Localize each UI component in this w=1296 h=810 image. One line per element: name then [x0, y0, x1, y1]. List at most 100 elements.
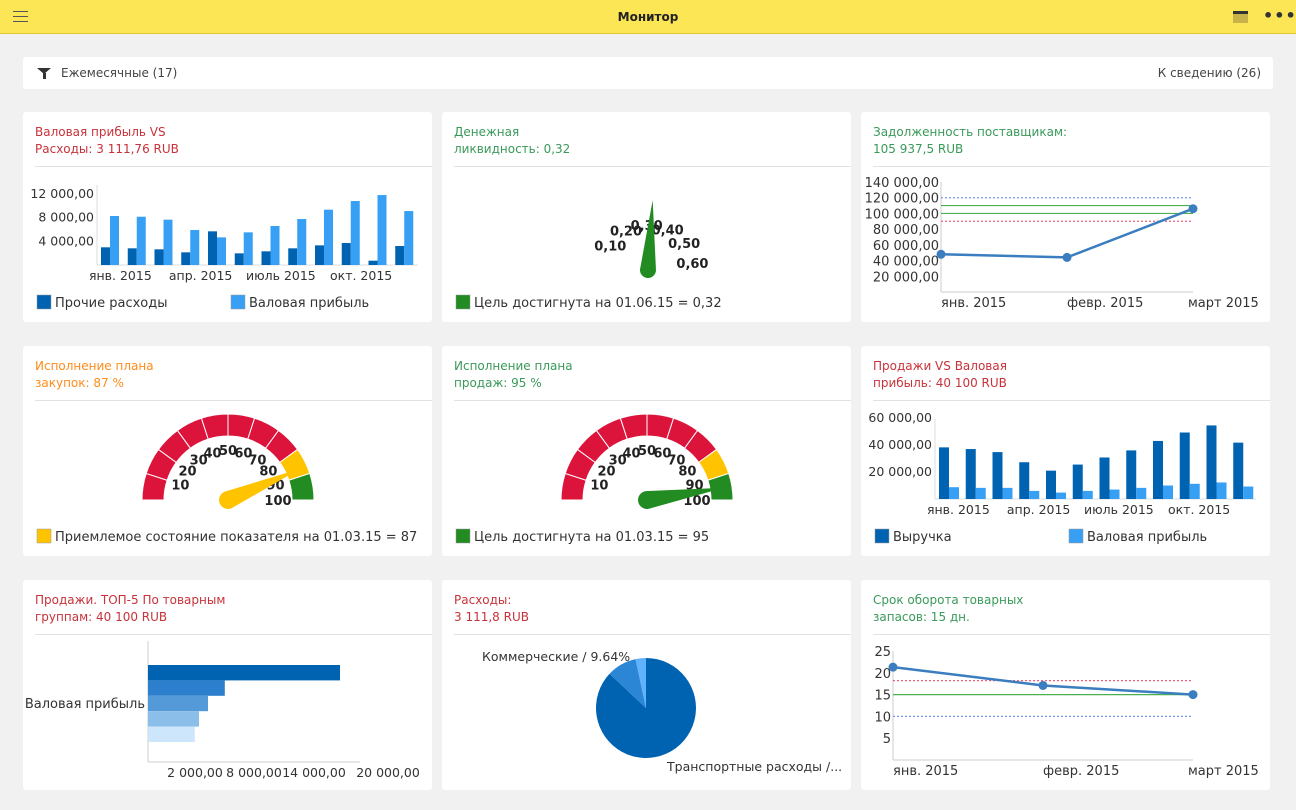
gauge-needle — [638, 487, 725, 509]
chart-6: 20 000,00 40 000,00 60 000,00 янв. 2015 апр.… — [868, 410, 1256, 545]
bar-light — [324, 209, 333, 265]
category-label: Валовая прибыль — [25, 697, 145, 712]
card-title-line2: ликвидность: 0,32 — [454, 142, 571, 156]
dashboard-card-9[interactable]: Срок оборота товарных запасов: 15 дн. 5 10 1… — [861, 580, 1270, 790]
bar-light — [1243, 486, 1254, 499]
gauge-legend-swatch — [455, 528, 471, 544]
card-title-line1: Срок оборота товарных — [873, 593, 1024, 607]
y-tick-label: 140 000,00 — [865, 176, 939, 191]
y-tick-label: 10 — [874, 710, 891, 725]
bar-light — [270, 226, 280, 265]
filter-bar: Ежемесячные (17) К сведению (26) — [23, 57, 1273, 89]
dashboard-card-1[interactable]: Валовая прибыль VS Расходы: 3 111,76 RUB 4… — [23, 112, 432, 322]
y-tick-label: 12 000,00 — [30, 186, 94, 201]
y-tick-label: 60 000,00 — [868, 410, 932, 425]
app-title: Монитор — [617, 10, 679, 24]
gauge-tick-label: 0,40 — [652, 224, 684, 239]
gauge-tick-label: 10 — [590, 479, 608, 494]
bar-dark — [208, 231, 217, 265]
dashboard-card-5[interactable]: Исполнение плана продаж: 95 % 10 20 30 40 50 60… — [442, 346, 851, 556]
bar-dark — [1179, 432, 1190, 499]
gauge-legend: Цель достигнута на 01.03.15 = 95 — [474, 530, 709, 545]
dashboard-card-7[interactable]: Продажи. ТОП-5 По товарным группам: 40 10… — [23, 580, 432, 790]
bar-light — [297, 219, 307, 265]
more-options-icon[interactable]: ••• — [1263, 6, 1296, 25]
bar-light — [404, 211, 414, 265]
legend-series-2-swatch — [230, 294, 246, 310]
bar-dark — [965, 449, 976, 499]
bar-light — [1189, 483, 1200, 499]
bar-light — [1002, 487, 1013, 499]
bar-dark — [1126, 450, 1137, 499]
filter-info[interactable]: К сведению (26) — [1157, 66, 1261, 80]
card-title: Расходы: 3 111,8 RUB — [454, 592, 529, 626]
data-point — [888, 662, 898, 672]
hamburger-menu-icon[interactable] — [13, 11, 28, 22]
dashboard-card-3[interactable]: Задолженность поставщикам: 105 937,5 RUB 2… — [861, 112, 1270, 322]
gauge-tick-label: 10 — [171, 479, 189, 494]
bar-light — [1029, 490, 1040, 499]
x-tick-label: июль 2015 — [246, 268, 316, 283]
bar-dark — [154, 249, 164, 265]
bar-dark — [234, 253, 244, 265]
filter-icon[interactable] — [37, 68, 51, 79]
card-title: Срок оборота товарных запасов: 15 дн. — [873, 592, 1023, 626]
x-tick-label: 2 000,00 — [167, 765, 223, 780]
x-tick-label: март 2015 — [1188, 296, 1259, 311]
y-tick-label: 15 — [874, 689, 891, 704]
bar-dark — [395, 246, 405, 265]
card-title: Исполнение плана продаж: 95 % — [454, 358, 573, 392]
panel-icon[interactable] — [1233, 11, 1248, 23]
bar-light — [163, 219, 173, 265]
bar-dark — [1099, 457, 1110, 499]
data-point — [936, 249, 946, 259]
bar-light — [1216, 482, 1227, 499]
x-tick-label: апр. 2015 — [169, 268, 233, 283]
gauge-tick-label: 60 — [653, 446, 671, 461]
legend-series-2-swatch — [1068, 528, 1084, 544]
bar-light — [1109, 489, 1120, 499]
bar-light — [1163, 485, 1173, 499]
gauge-tick-label: 100 — [264, 494, 291, 509]
card-title-line1: Продажи VS Валовая — [873, 359, 1007, 373]
card-divider — [454, 634, 851, 635]
card-title-line2: Расходы: 3 111,76 RUB — [35, 142, 179, 156]
x-tick-label: апр. 2015 — [1007, 502, 1071, 517]
dashboard-card-2[interactable]: Денежная ликвидность: 0,32 0,10 0,20 0,30 0,4… — [442, 112, 851, 322]
series-line — [940, 207, 1194, 259]
card-title-line2: группам: 40 100 RUB — [35, 610, 168, 624]
card-title: Продажи VS Валовая прибыль: 40 100 RUB — [873, 358, 1007, 392]
card-title-line2: 3 111,8 RUB — [454, 610, 529, 624]
gauge-legend-swatch — [36, 528, 52, 544]
bar — [148, 665, 340, 681]
card-divider — [873, 634, 1270, 635]
x-tick-label: 14 000,00 — [282, 765, 346, 780]
x-tick-label: окт. 2015 — [330, 268, 392, 283]
bar-dark — [1019, 462, 1030, 499]
filter-monthly[interactable]: Ежемесячные (17) — [61, 66, 178, 80]
dashboard-card-6[interactable]: Продажи VS Валовая прибыль: 40 100 RUB 20 … — [861, 346, 1270, 556]
bar-dark — [181, 252, 191, 265]
bar-dark — [341, 242, 351, 265]
card-divider — [454, 400, 851, 401]
y-tick-label: 20 000,00 — [868, 464, 932, 479]
card-title-line2: продаж: 95 % — [454, 376, 542, 390]
pie-label-transport: Транспортные расходы /... — [666, 759, 842, 774]
data-point — [1038, 680, 1048, 690]
bar-light — [1056, 492, 1066, 499]
bar-dark — [127, 248, 137, 265]
chart-1: 4 000,00 8 000,00 12 000,00 янв. 2015 апр. 2… — [30, 185, 418, 311]
legend-series-1-swatch — [36, 294, 52, 310]
bar — [148, 680, 225, 696]
y-tick-label: 80 000,00 — [873, 223, 939, 238]
data-point — [1188, 690, 1198, 700]
bar — [148, 726, 195, 742]
dashboard-card-4[interactable]: Исполнение плана закупок: 87 % 10 20 30 40 50 6… — [23, 346, 432, 556]
legend-series-2: Валовая прибыль — [1087, 530, 1207, 545]
pie-slice — [609, 659, 646, 708]
gauge-tick-label: 0,20 — [610, 225, 642, 240]
bar-light — [949, 487, 959, 499]
dashboard-card-8[interactable]: Расходы: 3 111,8 RUB Коммерческие / 9.64% Т… — [442, 580, 851, 790]
x-tick-label: окт. 2015 — [1168, 502, 1230, 517]
